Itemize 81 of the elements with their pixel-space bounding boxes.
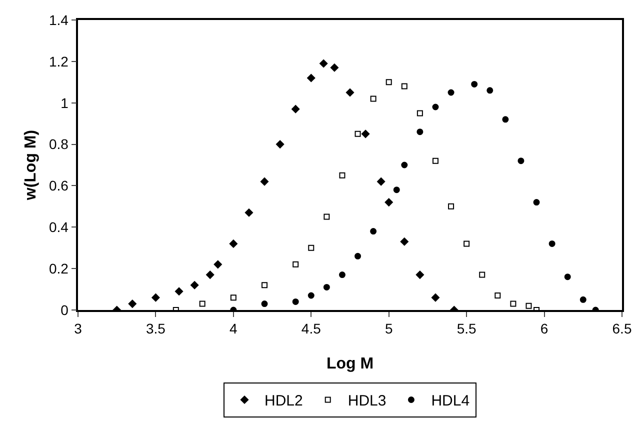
point — [479, 272, 486, 278]
point — [370, 228, 377, 235]
legend-label: HDL2 — [264, 392, 303, 410]
point — [346, 88, 354, 97]
point — [502, 116, 509, 123]
point — [339, 172, 346, 178]
x-tick-label: 6 — [540, 320, 548, 337]
y-tick-label: 0.6 — [48, 178, 69, 194]
point — [152, 293, 160, 302]
point — [308, 292, 314, 299]
point — [276, 140, 284, 148]
legend-label: HDL4 — [431, 392, 470, 410]
point — [324, 214, 330, 220]
point — [416, 270, 424, 279]
point — [206, 270, 214, 279]
point — [262, 282, 268, 288]
point — [338, 272, 346, 278]
point — [261, 300, 268, 308]
y-tick-label: 1.2 — [48, 53, 69, 70]
point — [432, 158, 438, 164]
point — [416, 128, 424, 136]
x-axis-title: Log M — [326, 356, 374, 372]
point — [386, 79, 392, 86]
point — [400, 238, 408, 246]
point — [393, 186, 400, 194]
point — [230, 294, 236, 301]
point — [448, 89, 454, 96]
x-tick-label: 5 — [384, 320, 393, 337]
point — [494, 292, 501, 298]
x-tick-label: 6.5 — [612, 320, 632, 337]
point — [308, 244, 314, 251]
y-tick-label: 1 — [60, 94, 69, 111]
y-tick-label: 0 — [60, 302, 69, 318]
point — [564, 274, 571, 280]
point — [307, 74, 316, 82]
point — [431, 293, 440, 302]
point — [292, 298, 299, 305]
point — [330, 64, 339, 72]
x-tick-label: 3.5 — [146, 320, 166, 337]
point — [199, 300, 206, 307]
point — [526, 302, 532, 309]
point — [260, 177, 269, 186]
y-tick-label: 1.4 — [48, 12, 69, 28]
point — [401, 162, 408, 168]
x-tick-label: 3 — [74, 320, 82, 337]
point — [416, 110, 423, 116]
point — [361, 130, 370, 138]
point — [533, 199, 540, 206]
legend-label: HDL3 — [348, 392, 386, 410]
point — [377, 177, 386, 186]
point — [518, 158, 524, 164]
point — [464, 240, 470, 247]
point — [214, 260, 222, 269]
point — [486, 87, 494, 94]
point — [432, 104, 439, 110]
point — [548, 240, 556, 247]
point — [580, 296, 586, 303]
y-tick-label: 0.8 — [48, 136, 69, 152]
point — [354, 252, 362, 260]
point — [190, 281, 199, 290]
x-tick-label: 5.5 — [456, 320, 477, 337]
y-tick-label: 0.4 — [48, 219, 69, 236]
point — [292, 104, 300, 114]
point — [510, 300, 516, 307]
point — [323, 284, 330, 290]
point — [244, 208, 254, 217]
point — [292, 261, 299, 268]
point — [370, 96, 376, 102]
y-axis-title: w(Log M) — [22, 130, 40, 202]
x-tick-label: 4.5 — [301, 320, 322, 337]
point — [320, 59, 328, 68]
point — [128, 300, 136, 308]
point — [401, 83, 408, 90]
point — [354, 130, 361, 137]
point — [384, 198, 393, 206]
y-tick-label: 0.2 — [48, 260, 69, 276]
point — [471, 80, 478, 88]
point — [229, 240, 238, 248]
x-tick-label: 4 — [230, 320, 238, 337]
point — [174, 287, 184, 296]
point — [448, 203, 454, 210]
